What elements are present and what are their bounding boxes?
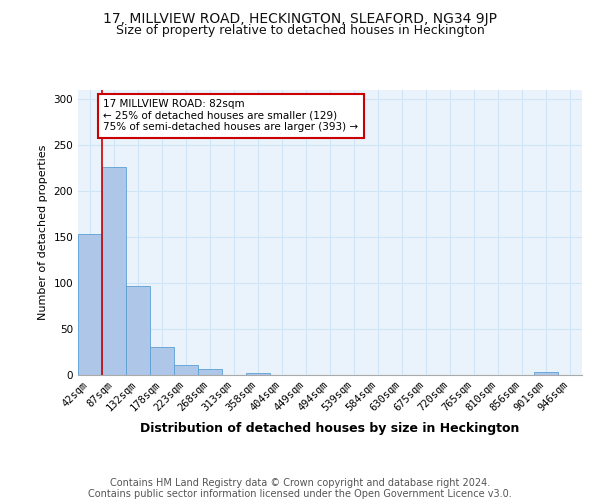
Text: Size of property relative to detached houses in Heckington: Size of property relative to detached ho…: [116, 24, 484, 37]
Text: 17 MILLVIEW ROAD: 82sqm
← 25% of detached houses are smaller (129)
75% of semi-d: 17 MILLVIEW ROAD: 82sqm ← 25% of detache…: [103, 99, 358, 132]
Bar: [102, 167, 126, 375]
Text: 17, MILLVIEW ROAD, HECKINGTON, SLEAFORD, NG34 9JP: 17, MILLVIEW ROAD, HECKINGTON, SLEAFORD,…: [103, 12, 497, 26]
Text: Contains HM Land Registry data © Crown copyright and database right 2024.: Contains HM Land Registry data © Crown c…: [110, 478, 490, 488]
Bar: [246, 373, 270, 375]
Bar: [126, 286, 150, 375]
Text: Contains public sector information licensed under the Open Government Licence v3: Contains public sector information licen…: [88, 489, 512, 499]
Bar: [534, 372, 558, 375]
Bar: [174, 365, 198, 375]
Bar: [78, 234, 102, 375]
Bar: [198, 368, 222, 375]
Y-axis label: Number of detached properties: Number of detached properties: [38, 145, 48, 320]
Bar: [150, 346, 174, 375]
X-axis label: Distribution of detached houses by size in Heckington: Distribution of detached houses by size …: [140, 422, 520, 435]
